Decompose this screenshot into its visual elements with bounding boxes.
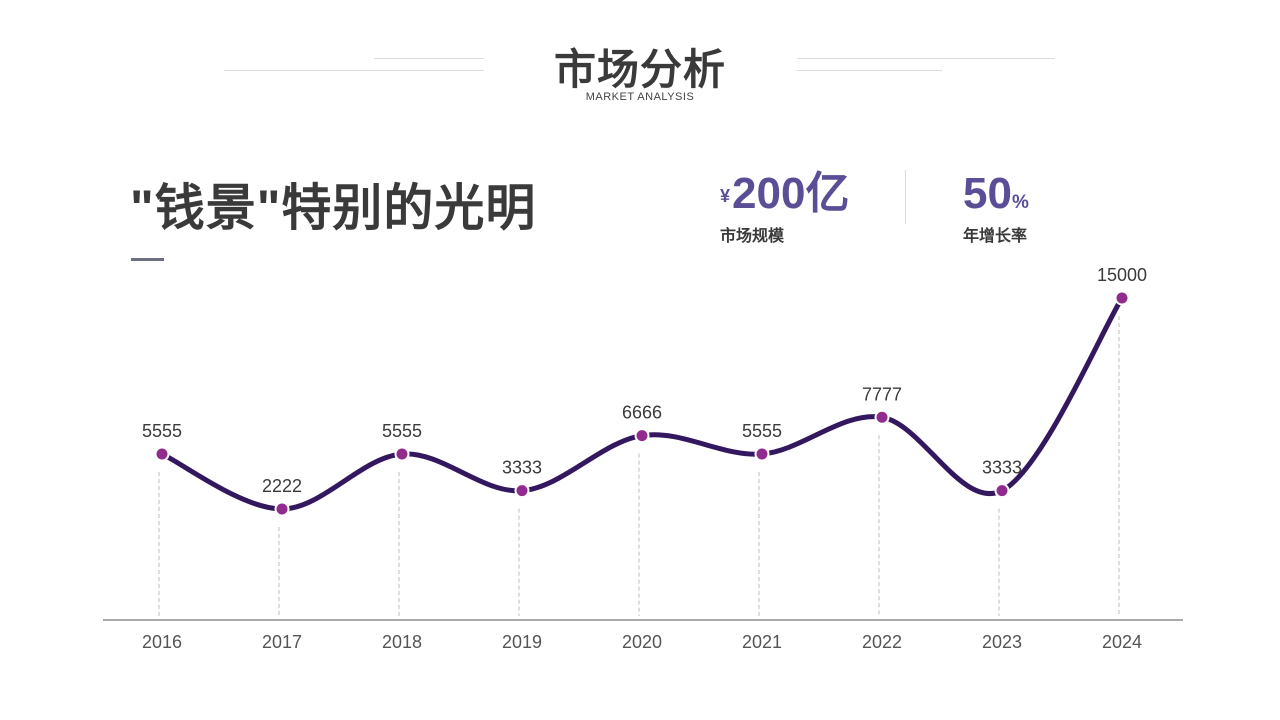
data-point [154,446,170,462]
x-tick-label: 2017 [262,632,302,652]
data-label: 15000 [1097,265,1147,285]
series-line [159,295,1125,512]
data-point [274,501,290,517]
data-point [1114,290,1130,306]
header-deco-line-right-upper [797,58,1055,59]
x-tick-label: 2016 [142,632,182,652]
growth-rate-value: 50 [963,169,1012,218]
page-subtitle: MARKET ANALYSIS [585,91,695,103]
data-point [994,483,1010,499]
drop-lines [158,316,1120,616]
headline-accent-bar [131,258,164,261]
page-title: 市场分析 [553,46,726,93]
stat-growth-rate: 50% 年增长率 [963,172,1029,246]
market-size-value: 200 [732,169,806,218]
growth-rate-label: 年增长率 [963,228,1028,245]
headline: "钱景"特别的光明 [130,180,537,236]
data-markers [154,290,1130,517]
x-tick-label: 2018 [382,632,422,652]
x-tick-label: 2024 [1102,632,1142,652]
x-tick-label: 2021 [742,632,782,652]
growth-rate-unit: % [1011,192,1029,213]
data-label: 2222 [262,476,302,496]
stat-divider [905,170,906,224]
data-label: 7777 [862,384,902,404]
data-point [874,409,890,425]
x-tick-label: 2020 [622,632,662,652]
market-size-label: 市场规模 [720,228,785,245]
header-deco-line-right-lower [797,70,942,71]
data-point [514,483,530,499]
data-label: 5555 [142,421,182,441]
data-label: 3333 [982,458,1022,478]
x-tick-label: 2019 [502,632,542,652]
x-tick-label: 2023 [982,632,1022,652]
data-labels: 5555 2222 5555 3333 6666 5555 7777 3333 15000 [142,265,1147,496]
currency-symbol: ¥ [720,186,731,206]
data-point [754,446,770,462]
data-label: 5555 [742,421,782,441]
data-label: 3333 [502,458,542,478]
market-size-unit: 亿 [805,169,850,218]
x-tick-label: 2022 [862,632,902,652]
data-point [394,446,410,462]
data-label: 6666 [622,403,662,423]
data-label: 5555 [382,421,422,441]
data-point [634,428,650,444]
header-deco-line-left-lower [224,70,484,71]
stat-market-size: ¥200亿 市场规模 [720,172,849,246]
header-deco-line-left-upper [374,58,484,59]
x-tick-labels: 2016 2017 2018 2019 2020 2021 2022 2023 2024 [142,632,1142,652]
